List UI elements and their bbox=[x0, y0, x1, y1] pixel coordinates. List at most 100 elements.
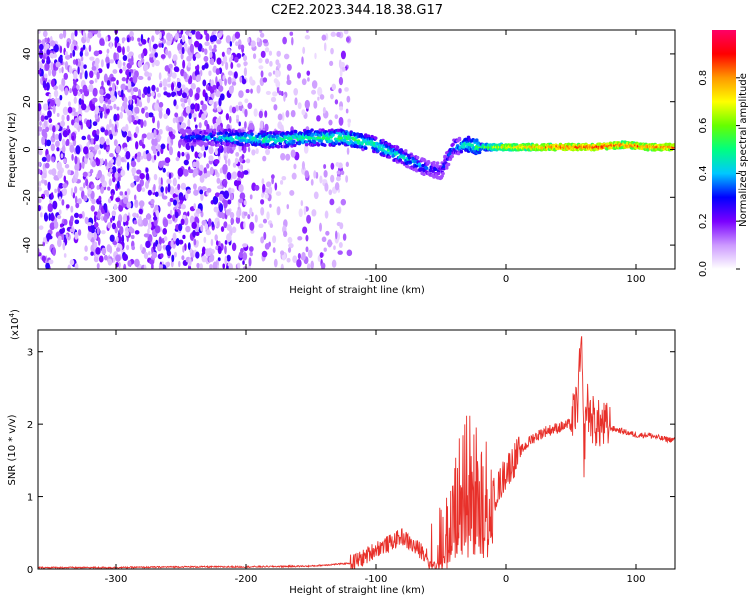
spectrogram-cell bbox=[113, 52, 117, 61]
y-tick-label: 0 bbox=[22, 146, 33, 152]
spectrogram-cell bbox=[209, 51, 213, 59]
spectrogram-cell bbox=[227, 70, 233, 76]
spectrogram-cell bbox=[135, 141, 139, 150]
spectrogram-cell bbox=[108, 178, 112, 187]
spectrogram-cell bbox=[106, 108, 110, 114]
spectrogram-cell bbox=[177, 81, 182, 89]
spectrogram-cell bbox=[128, 71, 132, 78]
spectrogram-cell bbox=[109, 245, 113, 254]
spectrogram-cell bbox=[264, 123, 269, 132]
spectrogram-cell bbox=[186, 55, 192, 62]
spectrogram-cell bbox=[70, 205, 74, 213]
spectrogram-ridge-cell bbox=[408, 160, 413, 164]
spectrogram-cell bbox=[220, 226, 225, 233]
spectrogram-cell bbox=[175, 115, 180, 124]
spectrogram-cell bbox=[147, 228, 150, 235]
spectrogram-cell bbox=[203, 30, 208, 36]
spectrogram-cell bbox=[138, 200, 145, 208]
spectrogram-cell bbox=[280, 263, 284, 269]
spectrogram-cell bbox=[276, 50, 281, 57]
spectrogram-cell bbox=[238, 101, 243, 107]
spectrogram-ridge-cell bbox=[366, 134, 371, 138]
spectrogram-cell bbox=[126, 45, 130, 53]
spectrogram-cell bbox=[63, 72, 69, 80]
spectrogram-cell bbox=[72, 192, 76, 199]
spectrogram-cell bbox=[243, 170, 249, 175]
spectrogram-cell bbox=[44, 115, 49, 120]
spectrogram-cell bbox=[66, 114, 70, 122]
spectrogram-cell bbox=[277, 62, 281, 69]
spectrogram-cell bbox=[106, 79, 111, 86]
spectrogram-cell bbox=[71, 135, 75, 141]
spectrogram-cell bbox=[229, 105, 233, 113]
spectrogram-cell bbox=[195, 53, 201, 59]
spectrogram-cell bbox=[155, 209, 160, 217]
spectrogram-cell bbox=[84, 70, 88, 80]
spectrogram-cell bbox=[274, 182, 278, 191]
spectrogram-cell bbox=[211, 60, 214, 66]
spectrogram-cell bbox=[333, 245, 336, 251]
spectrogram-cell bbox=[64, 87, 69, 96]
spectrogram-cell bbox=[79, 50, 83, 57]
spectrogram-cell bbox=[154, 52, 158, 58]
spectrogram-cell bbox=[121, 234, 125, 244]
spectrogram-cell bbox=[188, 113, 192, 120]
y-tick-label: 2 bbox=[27, 420, 33, 431]
spectrogram-cell bbox=[302, 46, 306, 55]
spectrogram-cell bbox=[119, 191, 124, 196]
spectrogram-cell bbox=[310, 178, 314, 186]
spectrogram-cell bbox=[42, 103, 49, 111]
spectrogram-cell bbox=[109, 133, 114, 140]
spectrogram-cell bbox=[330, 174, 335, 183]
spectrogram-cell bbox=[247, 146, 251, 153]
spectrogram-cell bbox=[132, 74, 138, 84]
spectrogram-cell bbox=[215, 240, 219, 246]
spectrogram-cell bbox=[116, 220, 122, 229]
spectrogram-ridge-cell bbox=[343, 138, 347, 143]
spectrogram-cell bbox=[187, 118, 191, 127]
spectrogram-cell bbox=[157, 92, 162, 98]
spectrogram-cell bbox=[196, 87, 201, 94]
spectrogram-cell bbox=[347, 121, 351, 128]
spectrogram-cell bbox=[92, 87, 98, 97]
spectrogram-ridge-cell bbox=[432, 163, 436, 167]
spectrogram-cell bbox=[256, 37, 260, 43]
spectrogram-cell bbox=[192, 230, 196, 238]
spectrogram-cell bbox=[211, 34, 218, 42]
spectrogram-cell bbox=[152, 216, 158, 221]
spectrogram-cell bbox=[99, 88, 104, 95]
spectrogram-cell bbox=[120, 156, 126, 163]
spectrogram-cell bbox=[107, 172, 111, 177]
spectrogram-cell bbox=[52, 53, 58, 58]
spectrogram-cell bbox=[300, 200, 304, 207]
spectrogram-cell bbox=[224, 256, 228, 265]
spectrogram-cell bbox=[313, 191, 319, 200]
spectrogram-cell bbox=[104, 129, 109, 136]
spectrogram-cell bbox=[169, 197, 174, 203]
spectrogram-cell bbox=[195, 231, 200, 236]
x-tick-label: 100 bbox=[626, 274, 645, 285]
spectrogram-cell bbox=[61, 199, 65, 206]
spectrogram-cell bbox=[230, 54, 234, 60]
spectrogram-cell bbox=[201, 255, 207, 263]
spectrogram-ridge-cell bbox=[269, 131, 273, 135]
spectrogram-cell bbox=[321, 236, 327, 243]
spectrogram-cell bbox=[154, 59, 160, 67]
spectrogram-cell bbox=[223, 146, 227, 154]
spectrogram-cell bbox=[260, 236, 265, 244]
spectrogram-cell bbox=[42, 80, 47, 89]
spectrogram-cell bbox=[259, 120, 264, 130]
spectrogram-ridge-cell bbox=[360, 141, 364, 146]
spectrogram-cell bbox=[158, 264, 164, 269]
spectrogram-cell bbox=[239, 76, 243, 83]
spectrogram-cell bbox=[83, 182, 86, 189]
spectrogram-cell bbox=[144, 71, 150, 77]
spectrogram-cell bbox=[234, 56, 239, 63]
spectrogram-cell bbox=[73, 212, 79, 219]
spectrogram-cell bbox=[328, 189, 333, 196]
snr-x-ticks: -300 -200 -100 0 100 bbox=[105, 330, 646, 585]
spectrogram-cell bbox=[323, 170, 328, 178]
spectrogram-ridge-cell bbox=[304, 142, 309, 147]
snr-frame bbox=[37, 329, 676, 570]
spectrogram-cell bbox=[52, 247, 57, 256]
